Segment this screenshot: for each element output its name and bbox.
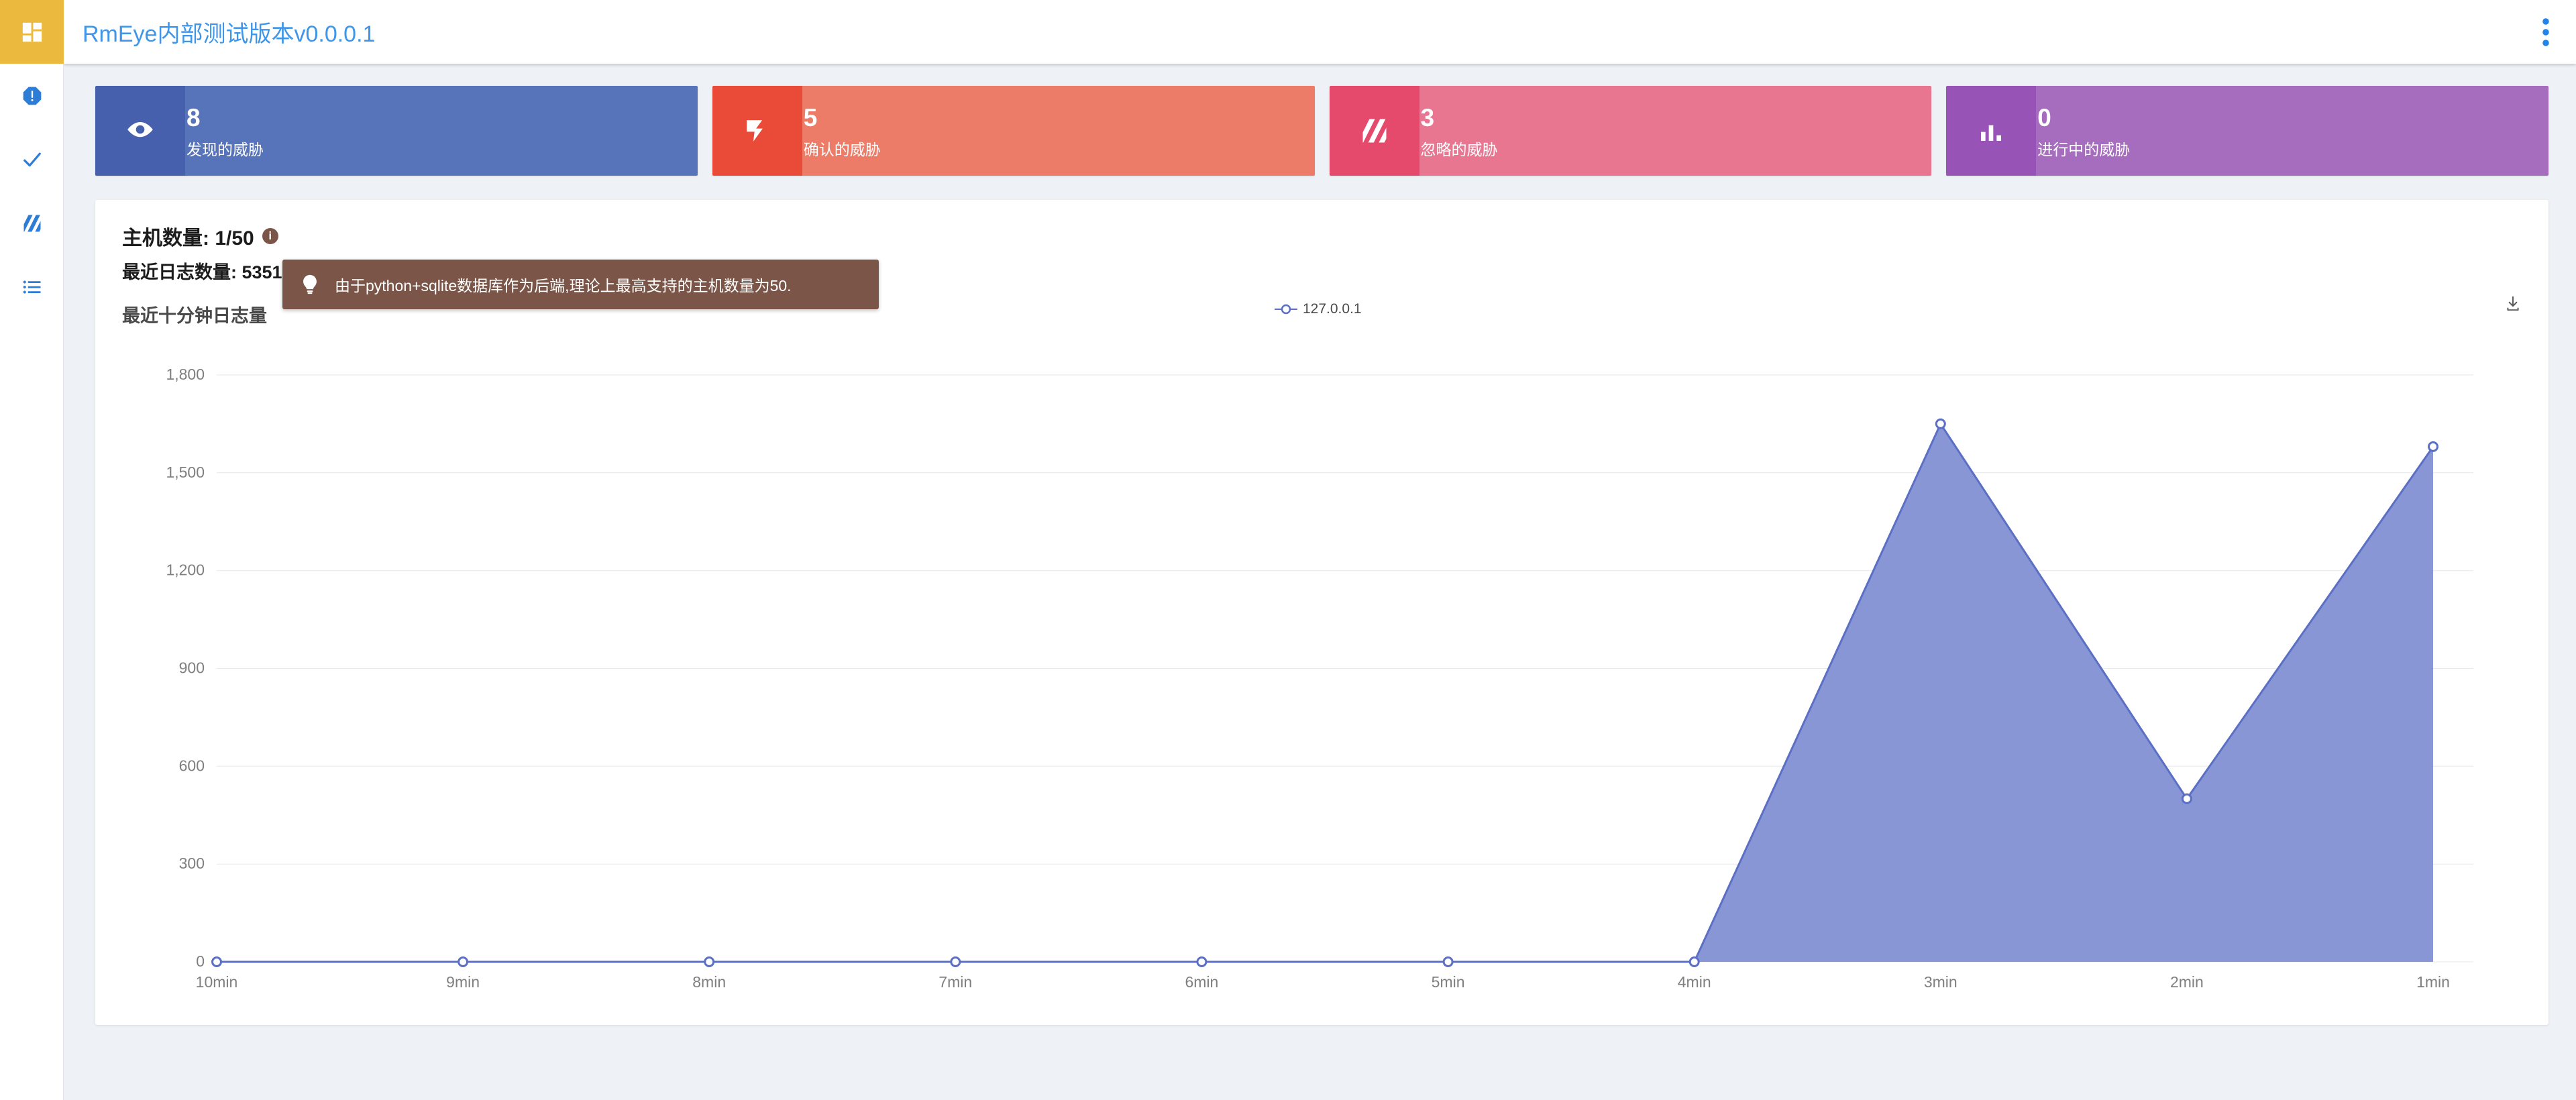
svg-text:1,200: 1,200 [166,561,205,579]
svg-text:4min: 4min [1678,973,1711,991]
svg-text:900: 900 [179,659,205,677]
svg-text:1,500: 1,500 [166,463,205,481]
svg-text:7min: 7min [938,973,972,991]
svg-text:6min: 6min [1185,973,1218,991]
svg-text:5min: 5min [1432,973,1465,991]
svg-text:2min: 2min [2170,973,2204,991]
svg-text:0: 0 [196,952,205,970]
svg-text:10min: 10min [196,973,238,991]
svg-text:9min: 9min [446,973,480,991]
svg-text:8min: 8min [692,973,726,991]
svg-text:1,800: 1,800 [166,366,205,383]
svg-text:1min: 1min [2416,973,2450,991]
svg-text:3min: 3min [1924,973,1957,991]
svg-text:300: 300 [179,855,205,872]
svg-text:600: 600 [179,757,205,774]
